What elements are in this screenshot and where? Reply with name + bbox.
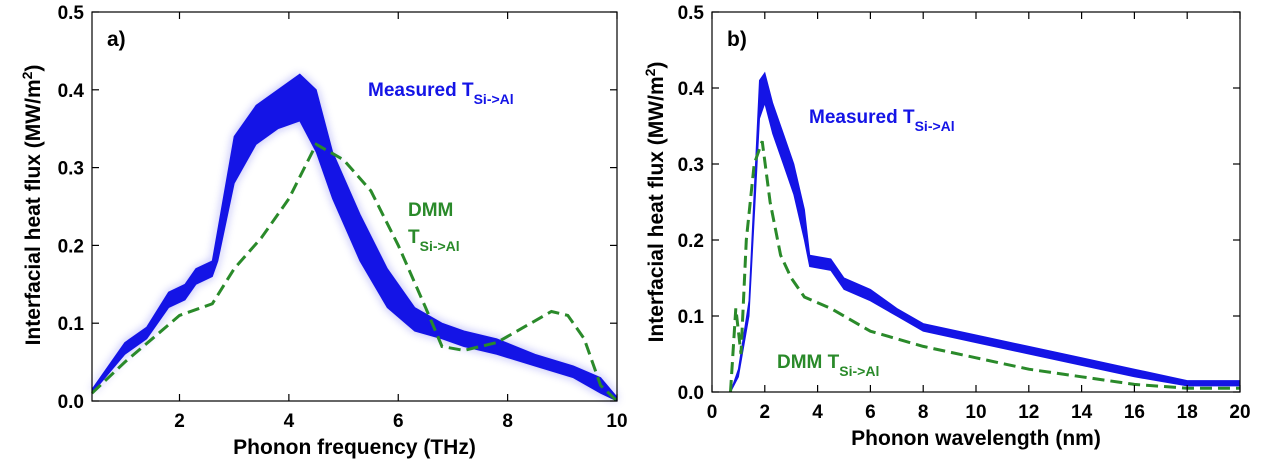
x-tick-label: 14 (1071, 402, 1093, 423)
dmm-annotation-t: TSi->Al (408, 227, 460, 254)
y-tick-label: 0.1 (678, 307, 705, 328)
y-tick-label: 0.3 (678, 155, 704, 176)
y-tick-label: 0.5 (678, 3, 705, 24)
y-tick-label: 0.4 (678, 79, 705, 100)
measured-band (730, 71, 1241, 393)
x-tick-label: 6 (865, 402, 876, 423)
plot-frame (91, 11, 618, 402)
measured-annotation: Measured TSi->Al (368, 80, 514, 107)
measured-annotation: Measured TSi->Al (809, 107, 955, 134)
x-tick-label: 2 (174, 411, 185, 432)
panel-a: 2 4 6 8 10 0.0 0.1 0.2 0.3 0.4 0.5 Phonon frequency… (19, 3, 628, 459)
panel-label: a) (107, 28, 126, 51)
x-tick-label: 6 (393, 411, 404, 432)
x-tick-label: 8 (502, 411, 513, 432)
y-tick-label: 0.0 (678, 383, 704, 404)
y-axis-label: Interfacial heat flux (MW/m2) (642, 62, 668, 343)
y-tick-label: 0.4 (58, 81, 85, 102)
x-tick-label: 16 (1124, 402, 1145, 423)
x-axis-label: Phonon wavelength (nm) (851, 427, 1101, 450)
y-tick-label: 0.5 (58, 3, 85, 24)
measured-band (91, 73, 618, 402)
y-tick-label: 0.0 (58, 392, 84, 413)
panel-label: b) (727, 28, 747, 51)
x-tick-label: 12 (1018, 402, 1039, 423)
x-tick-label: 0 (707, 402, 718, 423)
y-tick-label: 0.2 (58, 236, 84, 257)
x-tick-label: 4 (812, 402, 823, 423)
y-tick-label: 0.2 (678, 231, 704, 252)
x-tick-label: 20 (1229, 402, 1250, 423)
x-axis-label: Phonon frequency (THz) (233, 436, 476, 459)
y-tick-label: 0.3 (58, 159, 84, 180)
x-tick-label: 8 (918, 402, 929, 423)
x-tick-label: 2 (760, 402, 771, 423)
dmm-line (729, 140, 1240, 393)
dmm-annotation: DMM (408, 200, 453, 221)
panel-b: 0 2 4 6 8 10 12 14 16 18 20 0.0 0.1 0.2 0.3 0.4 0.5 Phono… (642, 3, 1251, 450)
y-axis-label: Interfacial heat flux (MW/m2) (19, 65, 45, 346)
dmm-annotation: DMM TSi->Al (777, 352, 879, 379)
dmm-line (90, 142, 619, 403)
x-tick-label: 10 (965, 402, 986, 423)
x-tick-label: 10 (606, 411, 627, 432)
x-tick-label: 4 (284, 411, 295, 432)
y-tick-label: 0.1 (58, 314, 85, 335)
x-tick-label: 18 (1177, 402, 1198, 423)
